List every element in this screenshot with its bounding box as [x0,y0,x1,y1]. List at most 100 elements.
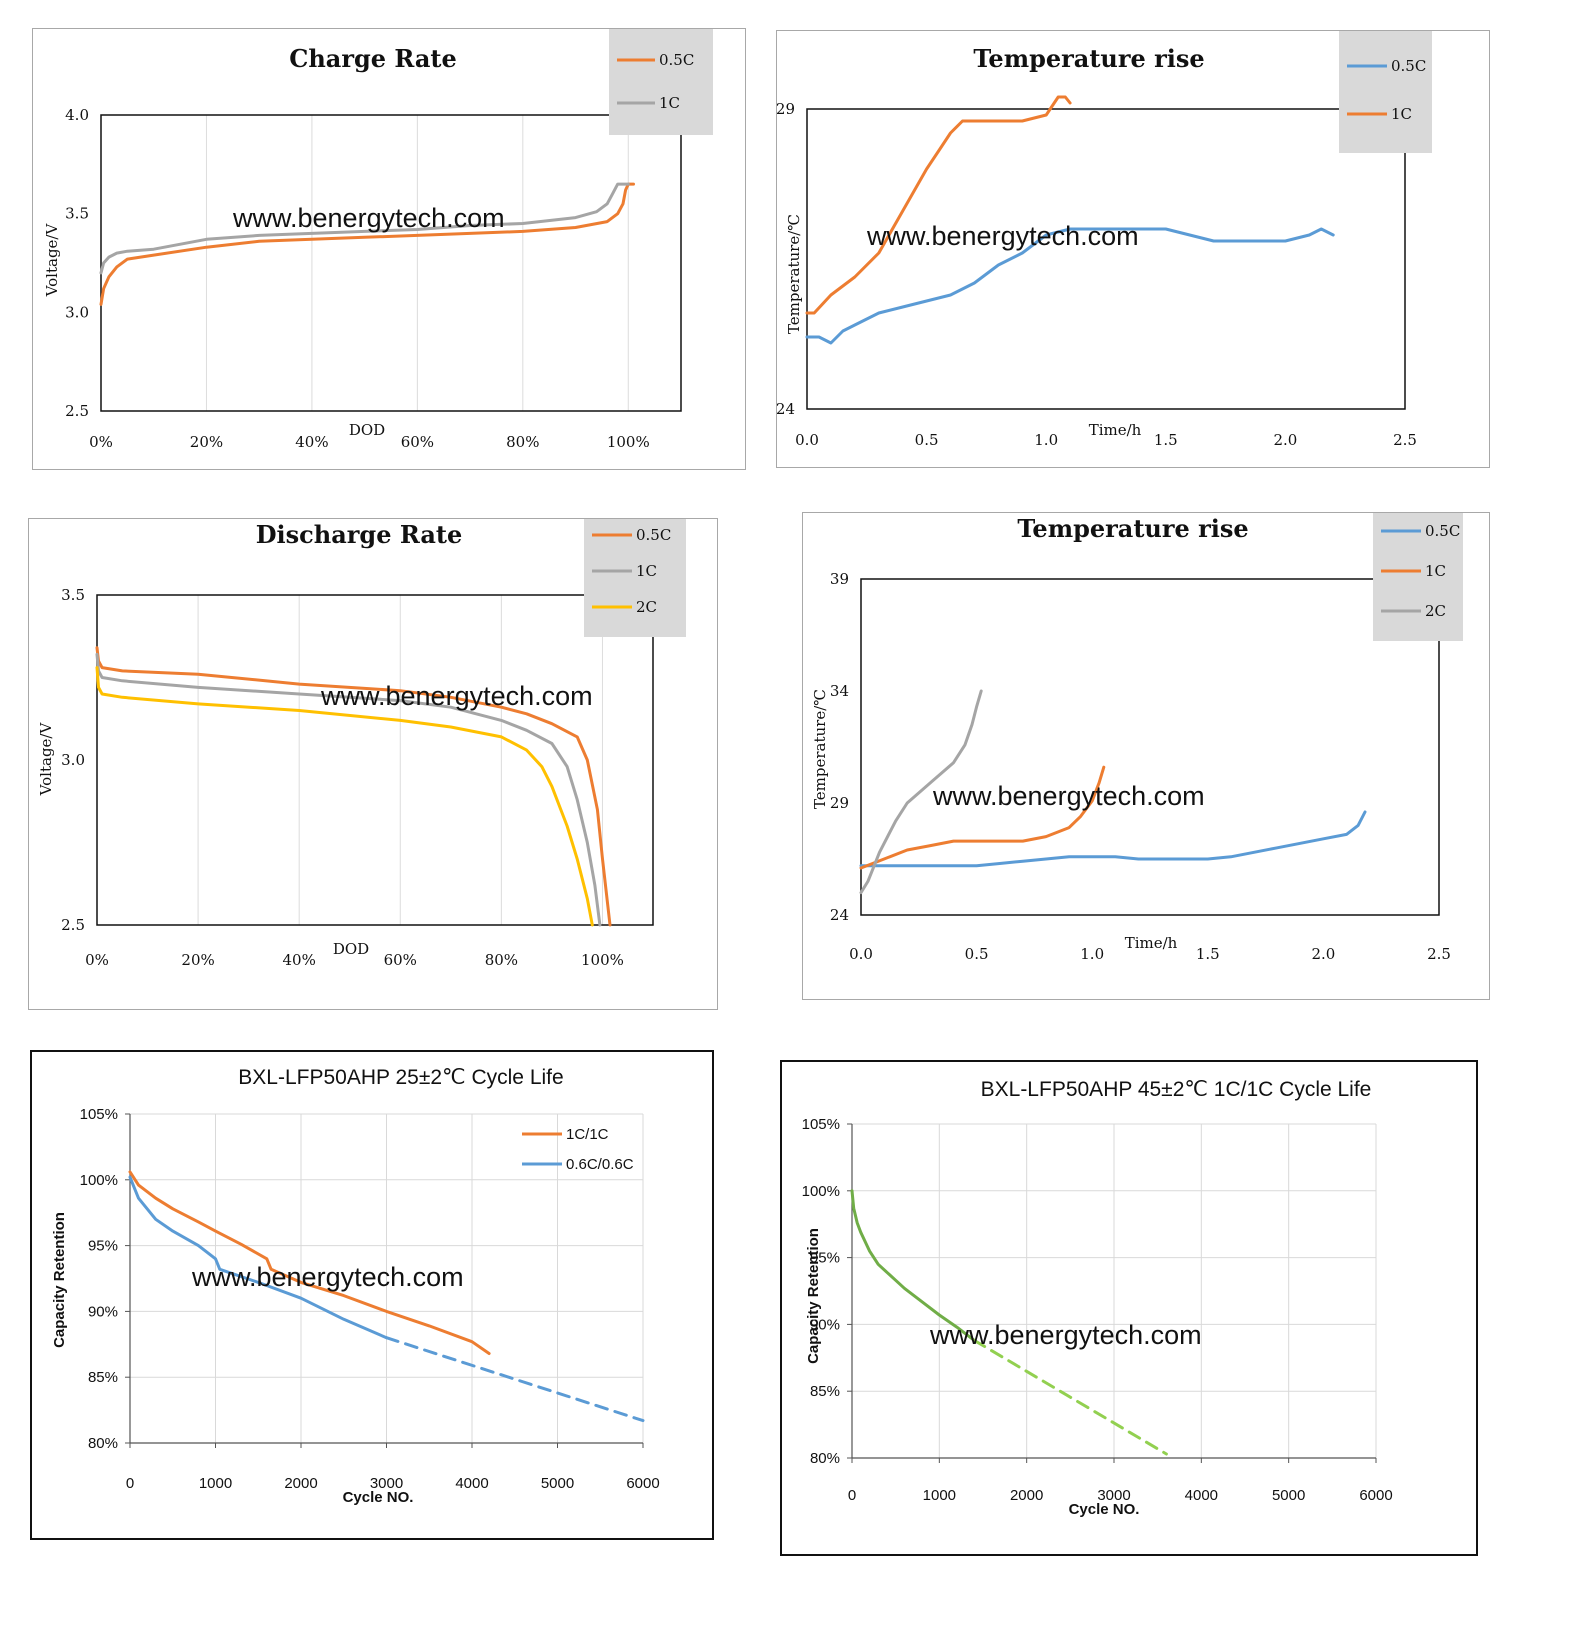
y-tick-label: 85% [88,1369,118,1386]
legend-label: 2C [1425,602,1446,620]
x-axis-label: Time/h [1089,421,1142,439]
y-tick-label: 80% [810,1450,840,1467]
chart-panel-temperature-rise-discharge: 0.0 0.5 1.0 1.5 2.0 2.5 24 29 34 39 Temperature ri… [802,512,1490,1000]
discharge-rate-chart: 0% 20% 40% 60% 80% 100% 2.5 3.0 3.5 Discharge Rat… [37,519,686,969]
y-axis-label: Capacity Retention [805,1228,822,1364]
y-tick-label: 34 [830,682,849,700]
charge-rate-chart: 0% 20% 40% 60% 80% 100% 2.5 3.0 3.5 4.0 Charge Rat… [43,29,713,451]
y-tick-label: 105% [802,1116,840,1133]
x-tick-label: 0.0 [795,431,819,449]
y-axis-label: Voltage/V [43,223,61,298]
x-tick-label: 6000 [626,1475,659,1492]
y-tick-label: 90% [88,1303,118,1320]
x-tick-label: 0 [126,1475,134,1492]
watermark-text: www.benergytech.com [929,1320,1202,1350]
watermark-text: www.benergytech.com [866,221,1139,251]
plot-frame [860,578,1440,916]
plot-frame [806,108,1406,410]
series-line-2c [95,666,594,927]
legend-box [584,519,686,637]
x-tick-label: 1000 [199,1475,232,1492]
x-tick-label: 2.5 [1427,945,1451,963]
series-line-0-6c-0-6c [128,1175,388,1340]
y-tick-label: 2.5 [65,402,89,420]
series-line-2c [859,689,983,895]
x-tick-label: 2.5 [1393,431,1417,449]
legend-box [609,29,713,135]
y-axis-label: Temperature/℃ [811,689,829,809]
x-axis-label: DOD [349,421,385,439]
x-tick-label: 2.0 [1273,431,1297,449]
x-tick-label: 2.0 [1311,945,1335,963]
temperature-rise-charge-chart: 0.0 0.5 1.0 1.5 2.0 2.5 24 29 Temperature rise Ti… [777,31,1432,449]
x-tick-label: 0% [85,951,109,969]
chart-title: BXL-LFP50AHP 25±2℃ Cycle Life [238,1066,563,1089]
series-line-0-5c [859,810,1367,868]
x-tick-label: 6000 [1359,1487,1392,1504]
x-tick-label: 60% [384,951,417,969]
series-line-1c [805,95,1072,315]
series-line-0-5c [805,227,1335,345]
legend-label: 0.5C [1391,57,1426,75]
x-tick-label: 0.0 [849,945,873,963]
legend-label: 1C/1C [566,1126,609,1143]
x-tick-label: 4000 [455,1475,488,1492]
legend-box [1339,31,1432,153]
cycle-life-25-chart: 0 1000 2000 3000 4000 5000 6000 80% 85% 90% 95% 100… [51,1066,660,1506]
y-tick-label: 3.5 [65,205,89,223]
x-tick-label: 1.0 [1080,945,1104,963]
chart-title: Discharge Rate [256,520,463,549]
x-tick-label: 40% [295,433,328,451]
series-line-0-5c [95,646,612,927]
series-line-0-5c [99,182,635,306]
x-tick-label: 100% [607,433,650,451]
y-tick-label: 39 [830,570,849,588]
x-tick-label: 80% [485,951,518,969]
y-tick-label: 29 [777,100,795,118]
y-tick-label: 100% [80,1172,118,1189]
y-tick-label: 24 [830,906,849,924]
y-tick-label: 24 [777,400,795,418]
legend-label: 2C [636,598,657,616]
chart-panel-cycle-life-45: 0 1000 2000 3000 4000 5000 6000 80% 85% 90% 95% 100… [780,1060,1478,1556]
y-tick-label: 100% [802,1183,840,1200]
x-tick-label: 2000 [1010,1487,1043,1504]
chart-panel-discharge-rate: 0% 20% 40% 60% 80% 100% 2.5 3.0 3.5 Discharge Rat… [28,518,718,1010]
legend-label: 0.6C/0.6C [566,1156,634,1173]
x-tick-label: 0% [89,433,113,451]
legend-label: 0.5C [659,51,694,69]
x-tick-label: 100% [581,951,624,969]
legend-box [1373,513,1463,641]
y-tick-label: 2.5 [61,916,85,934]
series-line-1c [859,765,1106,870]
watermark-text: www.benergytech.com [191,1262,464,1292]
y-tick-label: 95% [810,1250,840,1267]
chart-panel-charge-rate: 0% 20% 40% 60% 80% 100% 2.5 3.0 3.5 4.0 Charge Rat… [32,28,746,470]
x-tick-label: 80% [506,433,539,451]
y-tick-label: 3.0 [61,751,85,769]
series-line-1c [95,652,602,927]
x-tick-label: 5000 [1272,1487,1305,1504]
x-tick-label: 3000 [1097,1487,1130,1504]
y-tick-label: 105% [80,1106,118,1123]
chart-title: Charge Rate [289,44,457,73]
y-axis-label: Voltage/V [37,722,55,797]
plot-frame [100,114,682,412]
chart-title: Temperature rise [1017,514,1248,543]
series-line-unnamed-0 [850,1189,976,1342]
temperature-rise-discharge-chart: 0.0 0.5 1.0 1.5 2.0 2.5 24 29 34 39 Temperature ri… [811,513,1463,963]
x-tick-label: 1.5 [1196,945,1220,963]
y-tick-label: 85% [810,1383,840,1400]
legend-label: 1C [1391,105,1412,123]
x-tick-label: 20% [181,951,214,969]
legend-label: 1C [659,94,680,112]
x-axis-label: Cycle NO. [343,1489,414,1506]
chart-title: BXL-LFP50AHP 45±2℃ 1C/1C Cycle Life [981,1078,1372,1101]
y-axis-label: Temperature/℃ [785,214,803,334]
watermark-text: www.benergytech.com [232,203,505,233]
x-tick-label: 1000 [923,1487,956,1504]
y-tick-label: 4.0 [65,106,89,124]
watermark-text: www.benergytech.com [932,781,1205,811]
legend-label: 1C [636,562,657,580]
chart-panel-cycle-life-25: 0 1000 2000 3000 4000 5000 6000 80% 85% 90% 95% 100… [30,1050,714,1540]
